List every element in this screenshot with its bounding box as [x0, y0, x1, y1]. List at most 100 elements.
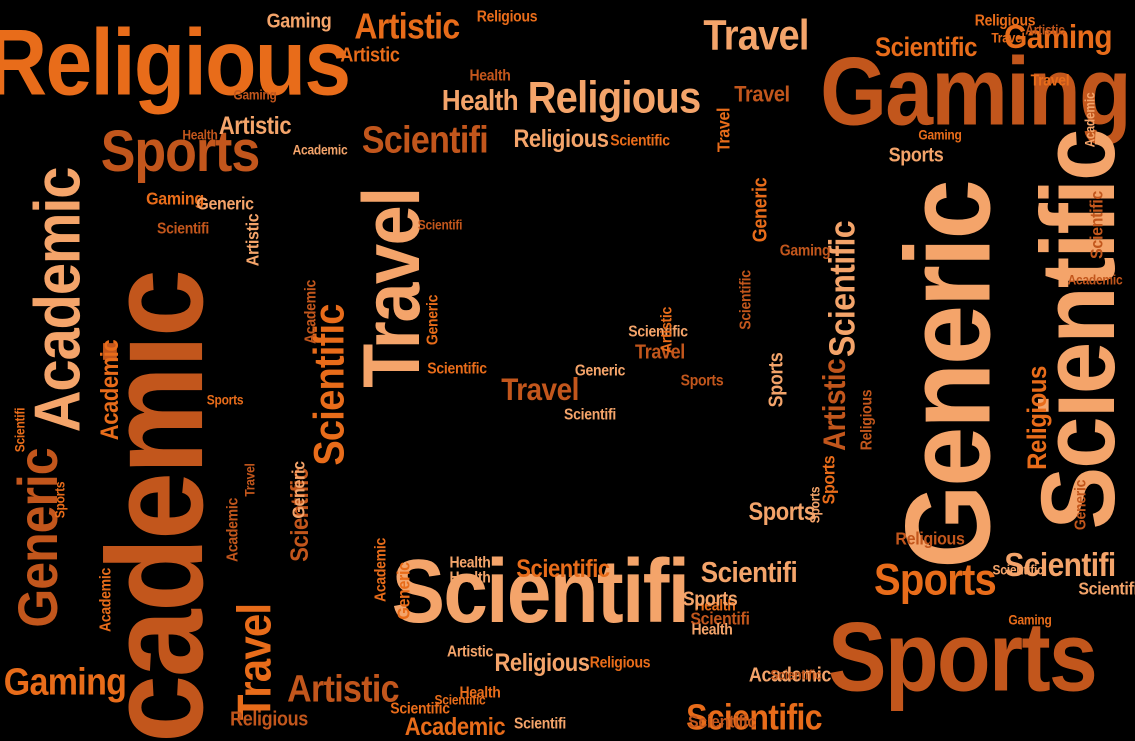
cloud-word: Scientifi [157, 219, 209, 237]
cloud-word: Religious [895, 529, 965, 549]
cloud-word: Generic [574, 361, 626, 379]
cloud-word: Scientifi [1004, 546, 1116, 584]
cloud-word: Sports [819, 455, 839, 505]
cloud-word: Academic [223, 498, 241, 562]
cloud-word: Travel [703, 12, 809, 60]
cloud-word: Academic [21, 167, 94, 433]
cloud-word: Scientific [628, 322, 688, 340]
cloud-word: Gaming [233, 87, 277, 103]
cloud-word: Religious [1022, 366, 1053, 470]
cloud-word: Sports [764, 352, 788, 408]
cloud-word: Health [449, 568, 491, 586]
cloud-word: Scientifi [1078, 579, 1135, 599]
cloud-word: Scientifi [391, 541, 690, 642]
cloud-word: Sports [100, 119, 260, 185]
cloud-word: Religious [0, 9, 351, 115]
cloud-word: Travel [1030, 71, 1070, 89]
cloud-word: Sports [682, 587, 738, 611]
cloud-word: Scientific [736, 270, 754, 330]
cloud-word: Travel [635, 340, 685, 364]
cloud-word: Religious [857, 389, 875, 451]
cloud-word: Travel [501, 372, 579, 407]
cloud-word: Religious [494, 648, 590, 677]
cloud-word: Health [469, 66, 511, 84]
cloud-word: Gaming [1003, 18, 1113, 56]
cloud-word: Generic [196, 194, 254, 214]
cloud-word: Scientific [770, 667, 822, 683]
cloud-word: Health [182, 127, 218, 143]
cloud-word: Travel [242, 463, 258, 497]
cloud-word: Generic [423, 294, 441, 346]
cloud-word: Scientifi [12, 407, 28, 453]
cloud-word: Generic [289, 461, 309, 519]
cloud-word: Health [691, 620, 733, 638]
cloud-word: Sports [748, 497, 816, 526]
cloud-word: Religious [527, 73, 702, 123]
cloud-word: Scientifi [514, 714, 566, 732]
cloud-word: Artistic [340, 43, 400, 67]
cloud-word: Gaming [266, 9, 332, 33]
cloud-word: Artistic [243, 213, 263, 267]
cloud-word: Sports [680, 371, 724, 389]
cloud-word: Artistic [817, 359, 852, 451]
cloud-word: Generic [6, 448, 70, 628]
cloud-word: Academic [371, 538, 389, 602]
cloud-word: Scientific [610, 131, 670, 149]
cloud-word: Scientific [516, 554, 610, 583]
cloud-word: Sports [827, 601, 1098, 712]
cloud-word: Artistic [1025, 22, 1065, 38]
cloud-word: Religious [230, 707, 308, 731]
cloud-word: Academic [95, 339, 124, 441]
cloud-word: Academic [292, 142, 348, 158]
cloud-word: Scientific [688, 712, 756, 732]
cloud-word: Scientifi [417, 217, 463, 233]
cloud-word: Academic [1082, 92, 1098, 148]
cloud-word: Generic [394, 562, 414, 620]
cloud-word: Travel [228, 603, 281, 721]
cloud-word: Sports [52, 481, 68, 519]
cloud-word: Scientifi [700, 555, 798, 589]
cloud-word: Artistic [354, 5, 460, 47]
cloud-word: Artistic [657, 307, 675, 353]
cloud-word: Gaming [918, 127, 962, 143]
cloud-word: Sports [874, 555, 997, 605]
cloud-word: Gaming [779, 241, 831, 259]
cloud-word: Scientific [390, 699, 450, 717]
cloud-word: Gaming [820, 38, 1132, 146]
cloud-word: Scientific [1087, 191, 1107, 259]
cloud-word: Academic [404, 712, 506, 741]
cloud-word: Health [441, 83, 519, 117]
cloud-word: Artistic [447, 642, 493, 660]
cloud-word: Religious [974, 11, 1036, 29]
cloud-word: Scientific [434, 692, 486, 708]
cloud-word: Religious [476, 7, 538, 25]
cloud-word: Scientifi [564, 405, 616, 423]
cloud-word: Scientific [427, 359, 487, 377]
cloud-word: Gaming [1008, 612, 1052, 628]
cloud-word: Travel [991, 30, 1025, 46]
cloud-word: Sports [206, 392, 244, 408]
cloud-word: Academic [96, 568, 114, 632]
cloud-word: Gaming [3, 660, 127, 704]
cloud-word: Generic [879, 181, 1016, 569]
cloud-word: Travel [714, 107, 734, 153]
cloud-word: Sports [888, 143, 944, 167]
cloud-word: Generic [1071, 479, 1089, 531]
cloud-word: Scientifi [361, 118, 489, 162]
cloud-word: Academic [1067, 272, 1123, 288]
cloud-word: Generic [748, 177, 772, 243]
cloud-word: Scientifi [690, 609, 750, 629]
cloud-word: Gaming [146, 189, 204, 209]
cloud-word: Artistic [218, 111, 292, 140]
cloud-word: Academic [301, 280, 319, 344]
cloud-word: Health [449, 553, 491, 571]
cloud-word: Academic [748, 663, 832, 687]
cloud-word: Travel [734, 82, 790, 108]
cloud-word: Religious [513, 124, 609, 153]
cloud-word: Health [694, 596, 736, 614]
cloud-word: Scientific [875, 32, 977, 63]
cloud-word: Scientific [686, 696, 823, 738]
cloud-word: Artistic [287, 667, 399, 711]
cloud-word: Religious [589, 653, 651, 671]
